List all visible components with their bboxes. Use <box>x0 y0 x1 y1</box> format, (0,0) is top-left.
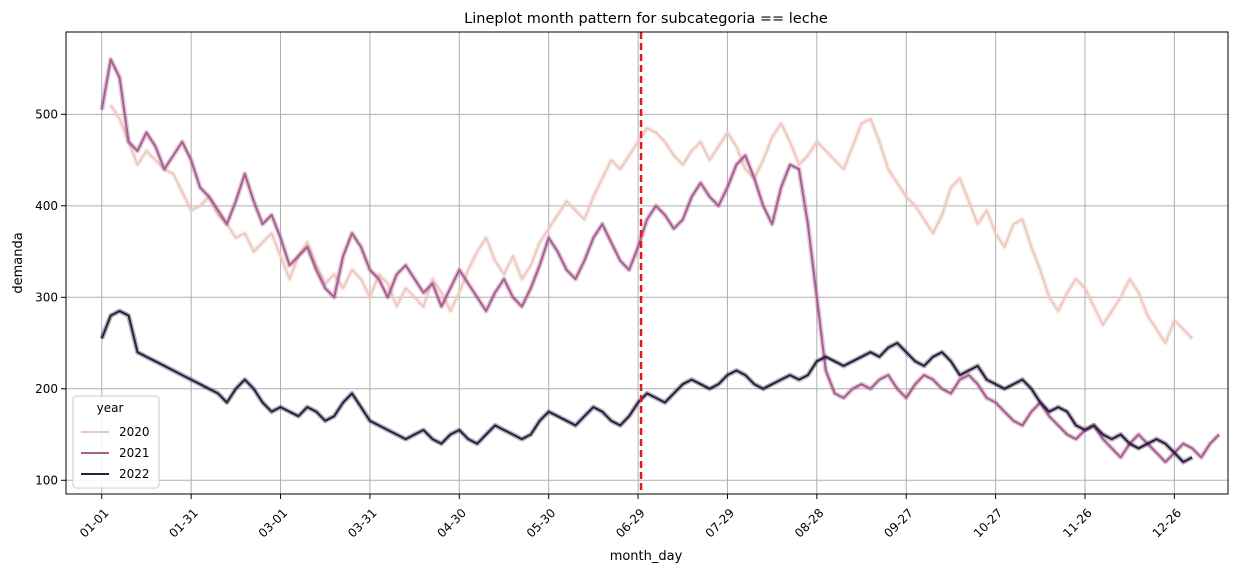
legend: year 2020 2021 2022 <box>72 395 160 489</box>
series-layer <box>99 56 1221 465</box>
legend-label-2022: 2022 <box>119 467 150 481</box>
legend-label-2020: 2020 <box>119 425 150 439</box>
y-tick-label: 500 <box>35 107 58 121</box>
y-tick-label: 300 <box>35 290 58 304</box>
y-tick-label: 100 <box>35 473 58 487</box>
legend-box <box>72 395 160 489</box>
chart-title: Lineplot month pattern for subcategoria … <box>464 11 828 27</box>
legend-label-2021: 2021 <box>119 446 150 460</box>
series-line-2021 <box>100 58 1220 463</box>
series-line-2020 <box>109 104 1193 344</box>
x-axis-label: month_day <box>610 549 683 564</box>
y-axis-label: demanda <box>11 232 26 293</box>
plot-frame <box>65 31 1229 495</box>
y-tick-label: 200 <box>35 382 58 396</box>
y-axis: 100 200 300 400 500 <box>35 107 66 487</box>
series-line-2022 <box>100 310 1193 463</box>
y-tick-label: 400 <box>35 199 58 213</box>
grid <box>66 32 1228 494</box>
legend-title: year <box>97 401 124 415</box>
